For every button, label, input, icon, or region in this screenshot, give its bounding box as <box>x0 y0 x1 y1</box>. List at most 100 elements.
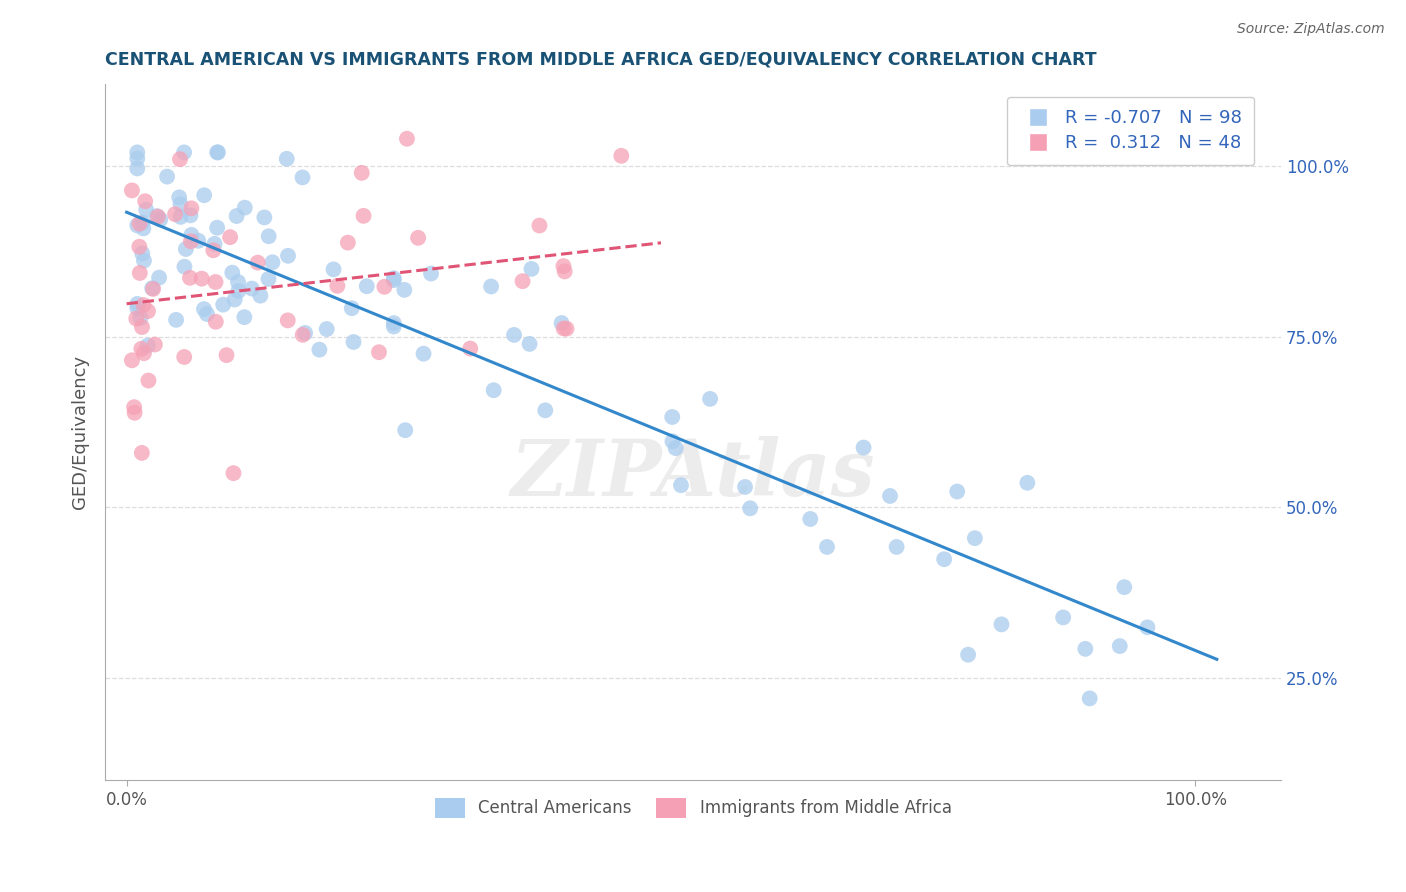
Point <box>180 202 202 216</box>
Point <box>315 322 337 336</box>
Point <box>167 190 190 204</box>
Point <box>169 197 191 211</box>
Point <box>215 348 238 362</box>
Point <box>520 261 543 276</box>
Legend: Central Americans, Immigrants from Middle Africa: Central Americans, Immigrants from Middl… <box>427 791 959 824</box>
Point <box>131 215 153 229</box>
Point <box>815 540 838 554</box>
Point <box>127 301 149 316</box>
Point <box>240 281 263 295</box>
Point <box>225 209 247 223</box>
Point <box>276 152 298 166</box>
Point <box>553 321 575 335</box>
Point <box>173 145 195 160</box>
Point <box>394 283 416 297</box>
Point <box>233 310 256 325</box>
Point <box>350 166 373 180</box>
Point <box>382 319 405 334</box>
Point <box>555 321 578 335</box>
Point <box>222 466 245 480</box>
Point <box>294 326 316 340</box>
Text: CENTRAL AMERICAN VS IMMIGRANTS FROM MIDDLE AFRICA GED/EQUIVALENCY CORRELATION CH: CENTRAL AMERICAN VS IMMIGRANTS FROM MIDD… <box>105 51 1097 69</box>
Point <box>132 221 155 235</box>
Point <box>661 434 683 449</box>
Point <box>553 259 575 273</box>
Point <box>129 310 152 325</box>
Point <box>224 293 246 307</box>
Point <box>262 255 284 269</box>
Point <box>699 392 721 406</box>
Point <box>187 234 209 248</box>
Y-axis label: GED/Equivalency: GED/Equivalency <box>72 355 89 509</box>
Point <box>610 149 633 163</box>
Point <box>226 275 249 289</box>
Point <box>946 484 969 499</box>
Point <box>131 246 153 260</box>
Point <box>148 270 170 285</box>
Point <box>202 244 225 258</box>
Point <box>503 327 526 342</box>
Point <box>228 284 250 298</box>
Point <box>277 313 299 327</box>
Point <box>554 264 576 278</box>
Point <box>207 145 229 160</box>
Point <box>174 242 197 256</box>
Point <box>131 446 153 460</box>
Point <box>132 298 155 312</box>
Point <box>205 220 228 235</box>
Point <box>127 145 149 160</box>
Point <box>512 274 534 288</box>
Point <box>122 400 145 414</box>
Point <box>165 207 187 221</box>
Point <box>141 281 163 295</box>
Point <box>740 501 762 516</box>
Point <box>207 145 229 160</box>
Point <box>412 346 434 360</box>
Point <box>127 219 149 233</box>
Point <box>219 230 242 244</box>
Point <box>519 337 541 351</box>
Point <box>291 327 314 342</box>
Point <box>132 253 155 268</box>
Point <box>249 288 271 302</box>
Point <box>336 235 359 250</box>
Point <box>143 337 166 351</box>
Point <box>131 342 153 356</box>
Point <box>169 210 191 224</box>
Point <box>253 211 276 225</box>
Point <box>165 313 187 327</box>
Point <box>368 345 391 359</box>
Point <box>342 334 364 349</box>
Point <box>529 219 551 233</box>
Point <box>291 170 314 185</box>
Point <box>180 234 202 248</box>
Point <box>661 409 683 424</box>
Point <box>957 648 980 662</box>
Point <box>353 209 375 223</box>
Point <box>665 441 688 455</box>
Point <box>734 480 756 494</box>
Text: Source: ZipAtlas.com: Source: ZipAtlas.com <box>1237 22 1385 37</box>
Point <box>1114 580 1136 594</box>
Point <box>149 212 172 227</box>
Point <box>406 231 429 245</box>
Point <box>1074 641 1097 656</box>
Point <box>1052 610 1074 624</box>
Point <box>142 282 165 296</box>
Point <box>121 353 143 368</box>
Point <box>179 208 201 222</box>
Point <box>212 298 235 312</box>
Point <box>190 271 212 285</box>
Point <box>879 489 901 503</box>
Point <box>204 275 226 289</box>
Point <box>131 320 153 334</box>
Text: ZIPAtlas: ZIPAtlas <box>510 435 876 512</box>
Point <box>458 342 481 356</box>
Point <box>963 531 986 545</box>
Point <box>135 202 157 217</box>
Point <box>990 617 1012 632</box>
Point <box>1108 639 1130 653</box>
Point <box>340 301 363 316</box>
Point <box>204 315 226 329</box>
Point <box>382 273 405 287</box>
